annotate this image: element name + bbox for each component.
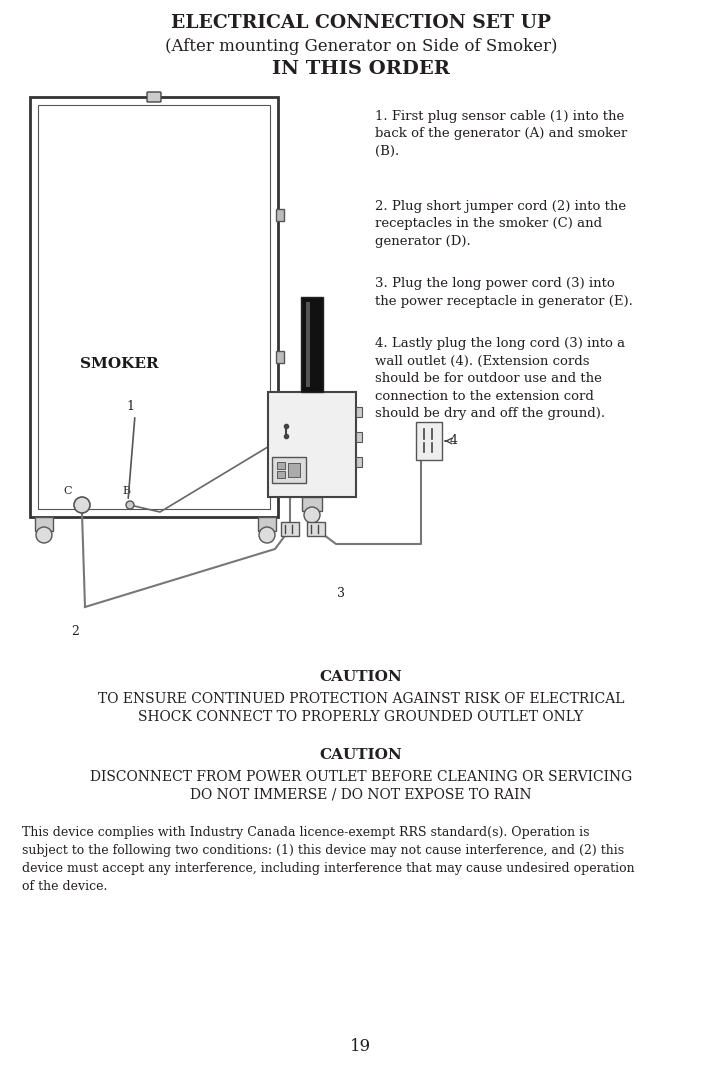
Bar (356, 407, 362, 417)
Text: IN THIS ORDER: IN THIS ORDER (272, 60, 450, 78)
Text: CAUTION: CAUTION (320, 671, 402, 684)
Text: GENERATOR: GENERATOR (277, 398, 347, 407)
Circle shape (74, 497, 90, 513)
FancyBboxPatch shape (147, 92, 161, 102)
Bar (38, 104, 270, 508)
Text: D: D (278, 447, 287, 457)
Text: 2. Plug short jumper cord (2) into the
receptacles in the smoker (C) and
generat: 2. Plug short jumper cord (2) into the r… (375, 200, 626, 248)
Text: 4: 4 (450, 435, 458, 448)
Text: E: E (320, 447, 328, 457)
Bar (307, 522, 325, 536)
Text: TO ENSURE CONTINUED PROTECTION AGAINST RISK OF ELECTRICAL: TO ENSURE CONTINUED PROTECTION AGAINST R… (97, 692, 625, 706)
Text: DISCONNECT FROM POWER OUTLET BEFORE CLEANING OR SERVICING: DISCONNECT FROM POWER OUTLET BEFORE CLEA… (90, 770, 632, 784)
Bar (288, 463, 300, 477)
Text: DO NOT IMMERSE / DO NOT EXPOSE TO RAIN: DO NOT IMMERSE / DO NOT EXPOSE TO RAIN (190, 788, 532, 802)
Bar (35, 517, 53, 531)
Bar (416, 422, 442, 461)
Bar (301, 297, 323, 392)
Text: 4. Lastly plug the long cord (3) into a
wall outlet (4). (Extension cords
should: 4. Lastly plug the long cord (3) into a … (375, 337, 625, 420)
Text: 1: 1 (126, 401, 134, 414)
Bar (276, 352, 284, 364)
Circle shape (304, 507, 320, 523)
Bar (276, 209, 284, 221)
Bar (30, 97, 278, 517)
Text: B: B (122, 486, 130, 496)
Text: (After mounting Generator on Side of Smoker): (After mounting Generator on Side of Smo… (165, 38, 557, 55)
Text: 3. Plug the long power cord (3) into
the power receptacle in generator (E).: 3. Plug the long power cord (3) into the… (375, 277, 633, 307)
Text: ELECTRICAL CONNECTION SET UP: ELECTRICAL CONNECTION SET UP (171, 14, 551, 32)
Bar (272, 457, 306, 483)
Text: SMOKER: SMOKER (80, 357, 159, 371)
Circle shape (36, 527, 52, 543)
Text: A: A (282, 414, 290, 424)
Bar (277, 462, 285, 469)
Bar (356, 432, 362, 442)
Bar (277, 471, 285, 478)
Bar (302, 497, 322, 511)
Bar (268, 392, 356, 497)
Text: 19: 19 (350, 1038, 372, 1055)
Bar (281, 522, 299, 536)
Circle shape (259, 527, 275, 543)
Circle shape (126, 501, 134, 508)
Text: This device complies with Industry Canada licence-exempt RRS standard(s). Operat: This device complies with Industry Canad… (22, 826, 635, 893)
Text: SHOCK CONNECT TO PROPERLY GROUNDED OUTLET ONLY: SHOCK CONNECT TO PROPERLY GROUNDED OUTLE… (139, 710, 583, 724)
Bar (258, 517, 276, 531)
Bar (306, 302, 310, 387)
Text: CAUTION: CAUTION (320, 748, 402, 762)
Text: 1. First plug sensor cable (1) into the
back of the generator (A) and smoker
(B): 1. First plug sensor cable (1) into the … (375, 110, 627, 158)
Text: 2: 2 (71, 625, 79, 637)
Bar (356, 457, 362, 467)
Text: C: C (64, 486, 72, 496)
Text: 3: 3 (337, 587, 345, 600)
